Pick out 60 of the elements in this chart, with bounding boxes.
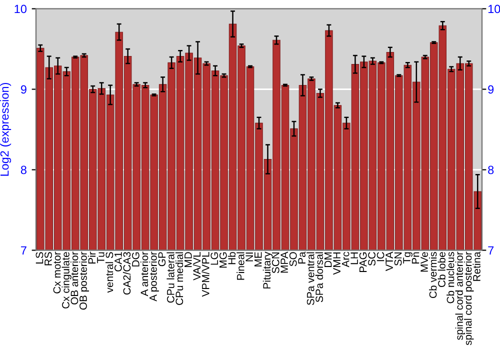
- x-tick-label: Cb vermis: [429, 252, 437, 298]
- y-tick-label: 10: [14, 4, 27, 14]
- x-tick-label: SPa ventral: [306, 252, 314, 306]
- x-tick-label: VPM/VPL: [202, 252, 210, 297]
- x-tick-label: SPa dorsal: [315, 252, 324, 302]
- y2-tick-label: 8: [488, 166, 494, 174]
- x-tick-label: CA1: [114, 252, 122, 272]
- x-tick-label: VMH: [333, 252, 340, 275]
- x-tick-label: RS: [44, 252, 52, 266]
- x-tick-label: VA/VL: [192, 252, 201, 280]
- x-tick-label: Pn: [412, 252, 420, 264]
- y2-tick-label: 7: [488, 246, 494, 255]
- y-tick-label: 9: [20, 85, 26, 94]
- x-tick-label: ME: [254, 252, 262, 266]
- x-tick-label: MPA: [280, 252, 288, 273]
- x-tick-label: MVe: [420, 252, 428, 272]
- x-tick-label: SC: [368, 252, 376, 266]
- x-tick-label: Cx motor: [53, 252, 61, 294]
- x-tick-label: Pineal: [236, 252, 244, 280]
- x-tick-label: GP: [158, 252, 166, 266]
- x-tick-label: Cb nucleus: [446, 252, 454, 304]
- x-tick-label: LH: [350, 252, 358, 264]
- x-tick-label: Cx cingulate: [62, 252, 72, 308]
- x-tick-label: A anterior: [140, 252, 148, 296]
- x-tick-label: DM: [324, 252, 332, 267]
- x-tick-label: VTA: [386, 252, 393, 272]
- x-tick-label: LG: [210, 252, 218, 265]
- y2-tick-label: 10: [488, 4, 500, 14]
- y-axis-title: Log2 (expression): [0, 82, 12, 176]
- x-tick-label: ventral S: [105, 252, 114, 293]
- x-tick-label: Retina: [472, 252, 480, 281]
- x-tick-label: Hb: [228, 252, 236, 264]
- x-tick-label: DG: [132, 252, 140, 266]
- x-tick-label: Pituitary: [262, 252, 273, 288]
- x-tick-label: SCN: [272, 252, 280, 274]
- x-tick-label: OB anterior: [70, 252, 78, 304]
- x-tick-label: CPu lateral: [166, 252, 174, 303]
- x-tick-label: MD: [184, 252, 192, 267]
- x-tick-label: Pa: [298, 252, 306, 264]
- x-tick-label: spinal cord posterior: [464, 252, 474, 346]
- x-tick-label: SN: [394, 252, 402, 266]
- y2-tick-label: 9: [488, 85, 494, 94]
- x-tick-label: MG: [219, 252, 227, 268]
- x-tick-label: CPu medial: [175, 252, 184, 305]
- x-tick-label: NI: [246, 252, 253, 262]
- x-tick-label: LS: [36, 252, 44, 264]
- x-tick-label: Tu: [97, 252, 104, 264]
- x-tick-label: Pir: [88, 252, 96, 264]
- x-tick-label: CA2/CA3: [122, 252, 131, 295]
- x-tick-label: IC: [376, 252, 384, 262]
- x-tick-label: SO: [289, 252, 297, 266]
- x-tick-label: Tg: [403, 252, 413, 264]
- x-tick-label: Cb lobe: [438, 252, 446, 288]
- x-tick-label: Arc: [342, 252, 350, 268]
- x-tick-label: PAG: [359, 252, 367, 272]
- x-tick-label: spinal cord anterior: [455, 252, 465, 340]
- y-tick-label: 8: [20, 166, 26, 174]
- y-tick-label: 7: [21, 246, 26, 255]
- x-tick-label: A posterior: [149, 252, 159, 302]
- x-tick-label: OB posterior: [79, 252, 89, 310]
